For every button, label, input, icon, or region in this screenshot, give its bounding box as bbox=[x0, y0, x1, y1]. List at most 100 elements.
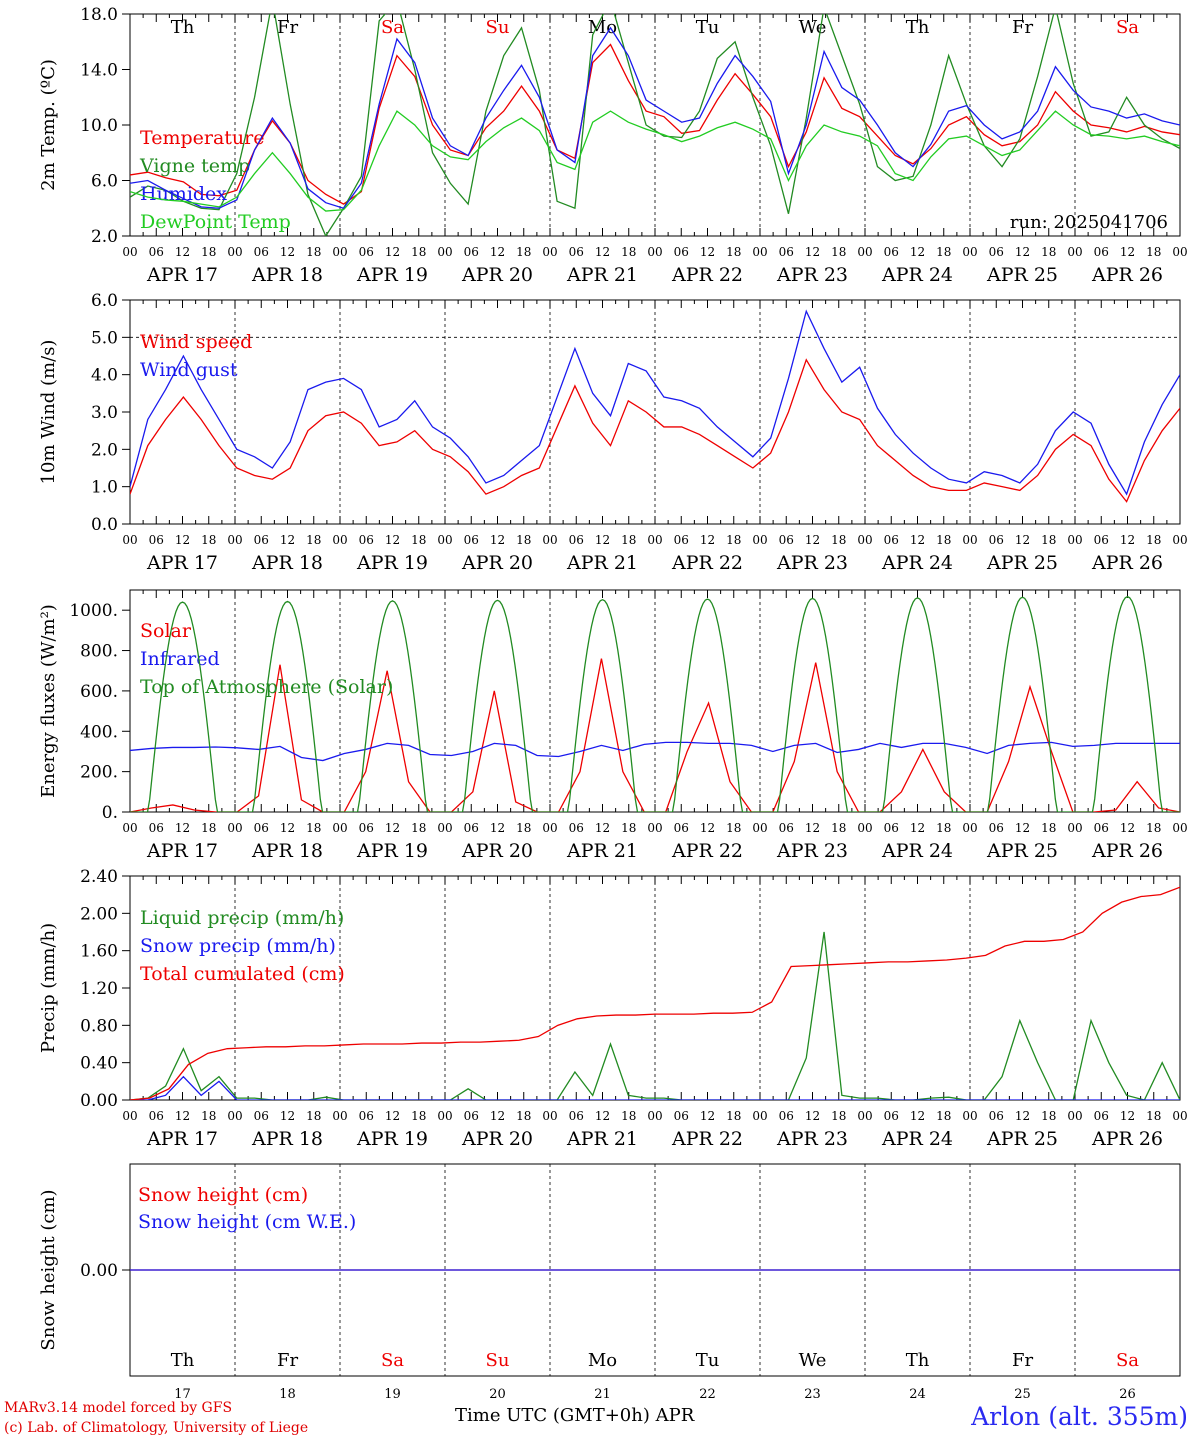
day-of-week-label: Fr bbox=[1012, 1350, 1033, 1371]
y-axis-label: Snow height (cm) bbox=[38, 1189, 59, 1350]
hour-tick-label: 06 bbox=[569, 821, 584, 835]
date-label: APR 23 bbox=[776, 552, 848, 574]
date-label: APR 17 bbox=[146, 1128, 218, 1150]
y-tick-label: 1.0 bbox=[91, 478, 118, 498]
hour-tick-label: 18 bbox=[726, 821, 741, 835]
series-line-vigne-temp bbox=[130, 14, 1180, 236]
date-label: APR 24 bbox=[881, 552, 953, 574]
date-label: APR 20 bbox=[461, 264, 533, 286]
hour-tick-label: 00 bbox=[437, 245, 452, 259]
hour-tick-label: 00 bbox=[752, 245, 767, 259]
day-of-week-label: Th bbox=[906, 17, 930, 38]
legend-entry: Total cumulated (cm) bbox=[140, 963, 345, 985]
hour-tick-label: 00 bbox=[437, 533, 452, 547]
hour-tick-label: 18 bbox=[1146, 821, 1161, 835]
legend-entry: Vigne temp bbox=[139, 155, 250, 177]
hour-tick-label: 18 bbox=[1041, 245, 1056, 259]
y-tick-label: 0.40 bbox=[80, 1054, 118, 1074]
hour-tick-label: 18 bbox=[411, 1109, 426, 1123]
hour-tick-label: 06 bbox=[254, 533, 269, 547]
hour-tick-label: 06 bbox=[569, 245, 584, 259]
legend-entry: Solar bbox=[140, 620, 192, 642]
series-line-solar bbox=[130, 658, 1180, 812]
hour-tick-label: 06 bbox=[1094, 821, 1109, 835]
hour-tick-label: 00 bbox=[122, 821, 137, 835]
hour-tick-label: 18 bbox=[831, 821, 846, 835]
hour-tick-label: 18 bbox=[1041, 821, 1056, 835]
hour-tick-label: 06 bbox=[989, 821, 1004, 835]
day-of-week-label: Th bbox=[906, 1350, 930, 1371]
day-of-week-label: Sa bbox=[381, 17, 404, 38]
hour-tick-label: 06 bbox=[254, 821, 269, 835]
hour-tick-label: 12 bbox=[595, 821, 610, 835]
hour-tick-label: 00 bbox=[437, 1109, 452, 1123]
hour-tick-label: 06 bbox=[149, 1109, 164, 1123]
day-of-week-label: Mo bbox=[588, 17, 617, 38]
hour-tick-label: 00 bbox=[122, 533, 137, 547]
hour-tick-label: 18 bbox=[516, 821, 531, 835]
hour-tick-label: 12 bbox=[1120, 245, 1135, 259]
date-label: APR 18 bbox=[251, 552, 323, 574]
day-number-label: 25 bbox=[1014, 1387, 1031, 1402]
hour-tick-label: 06 bbox=[989, 533, 1004, 547]
date-label: APR 26 bbox=[1091, 840, 1163, 862]
hour-tick-label: 12 bbox=[385, 245, 400, 259]
day-of-week-label: Su bbox=[486, 1350, 510, 1371]
hour-tick-label: 00 bbox=[647, 533, 662, 547]
day-of-week-label: Su bbox=[486, 17, 510, 38]
hour-tick-label: 18 bbox=[621, 245, 636, 259]
date-label: APR 23 bbox=[776, 1128, 848, 1150]
date-label: APR 21 bbox=[566, 264, 638, 286]
date-label: APR 25 bbox=[986, 1128, 1058, 1150]
y-tick-label: 0.80 bbox=[80, 1016, 118, 1036]
hour-tick-label: 00 bbox=[1067, 245, 1082, 259]
hour-tick-label: 06 bbox=[464, 1109, 479, 1123]
hour-tick-label: 06 bbox=[674, 533, 689, 547]
date-label: APR 24 bbox=[881, 1128, 953, 1150]
hour-tick-label: 00 bbox=[542, 245, 557, 259]
hour-tick-label: 12 bbox=[1015, 533, 1030, 547]
hour-tick-label: 06 bbox=[359, 821, 374, 835]
hour-tick-label: 12 bbox=[1120, 1109, 1135, 1123]
hour-tick-label: 06 bbox=[674, 1109, 689, 1123]
hour-tick-label: 00 bbox=[332, 533, 347, 547]
hour-tick-label: 12 bbox=[805, 1109, 820, 1123]
y-tick-label: 1.60 bbox=[80, 942, 118, 962]
y-tick-label: 800. bbox=[80, 642, 118, 662]
model-credit: MARv3.14 model forced by GFS bbox=[4, 1400, 233, 1416]
hour-tick-label: 06 bbox=[569, 533, 584, 547]
hour-tick-label: 00 bbox=[857, 533, 872, 547]
hour-tick-label: 00 bbox=[227, 821, 242, 835]
hour-tick-label: 06 bbox=[149, 533, 164, 547]
day-of-week-label: Th bbox=[171, 1350, 195, 1371]
hour-tick-label: 00 bbox=[227, 533, 242, 547]
hour-tick-label: 06 bbox=[779, 821, 794, 835]
legend-entry: Wind speed bbox=[140, 331, 252, 353]
hour-tick-label: 12 bbox=[910, 1109, 925, 1123]
hour-tick-label: 18 bbox=[516, 1109, 531, 1123]
hour-tick-label: 00 bbox=[332, 1109, 347, 1123]
day-number-label: 22 bbox=[699, 1387, 716, 1402]
day-number-label: 18 bbox=[279, 1387, 296, 1402]
hour-tick-label: 06 bbox=[779, 1109, 794, 1123]
date-label: APR 22 bbox=[671, 1128, 743, 1150]
hour-tick-label: 18 bbox=[831, 533, 846, 547]
hour-tick-label: 18 bbox=[621, 533, 636, 547]
series-line-dewpoint-temp bbox=[130, 110, 1180, 212]
hour-tick-label: 18 bbox=[411, 821, 426, 835]
hour-tick-label: 00 bbox=[122, 1109, 137, 1123]
y-tick-label: 18.0 bbox=[80, 5, 118, 25]
hour-tick-label: 12 bbox=[385, 1109, 400, 1123]
hour-tick-label: 00 bbox=[1172, 533, 1187, 547]
date-label: APR 26 bbox=[1091, 264, 1163, 286]
hour-tick-label: 00 bbox=[1067, 533, 1082, 547]
day-of-week-label: Tu bbox=[696, 1350, 720, 1371]
hour-tick-label: 18 bbox=[726, 533, 741, 547]
date-label: APR 26 bbox=[1091, 552, 1163, 574]
hour-tick-label: 18 bbox=[201, 245, 216, 259]
date-label: APR 24 bbox=[881, 840, 953, 862]
hour-tick-label: 18 bbox=[516, 533, 531, 547]
date-label: APR 20 bbox=[461, 1128, 533, 1150]
date-label: APR 25 bbox=[986, 840, 1058, 862]
